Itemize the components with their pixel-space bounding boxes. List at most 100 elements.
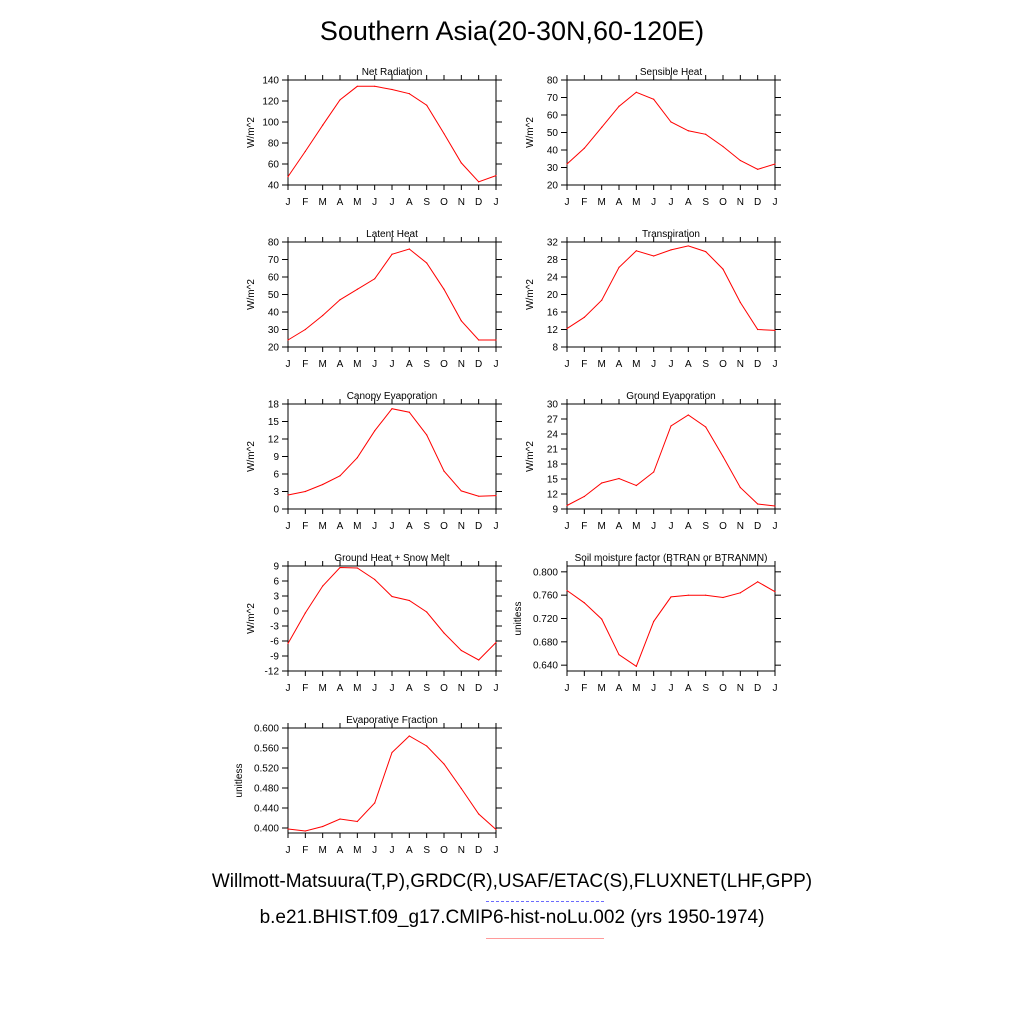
x-tick-label: D	[475, 521, 482, 532]
y-tick-label: 9	[552, 505, 558, 516]
x-tick-label: O	[719, 521, 727, 532]
data-point	[687, 130, 689, 132]
y-axis-label: W/m^2	[246, 117, 257, 148]
x-tick-label: J	[773, 683, 778, 694]
data-point	[287, 828, 289, 830]
x-tick-label: J	[669, 683, 674, 694]
x-tick-label: J	[669, 359, 674, 370]
series-line	[287, 85, 497, 183]
data-point	[443, 470, 445, 472]
plot-frame	[287, 79, 497, 186]
data-point	[391, 88, 393, 91]
data-point	[757, 503, 759, 505]
series-line	[566, 245, 776, 331]
x-tick-label: J	[372, 845, 377, 856]
data-point	[304, 490, 306, 493]
y-tick-label: 18	[547, 460, 559, 471]
y-tick-label: 80	[268, 238, 280, 249]
x-tick-label: D	[754, 521, 761, 532]
x-tick-label: M	[597, 197, 605, 208]
data-point	[583, 495, 585, 498]
x-tick-label: M	[632, 197, 640, 208]
data-point	[774, 591, 776, 593]
y-tick-label: 0.440	[254, 804, 279, 815]
y-tick-label: 0.520	[254, 764, 279, 775]
x-tick-label: J	[565, 197, 570, 208]
data-point	[322, 483, 324, 486]
y-tick-label: 12	[547, 325, 559, 336]
y-tick-label: 24	[547, 430, 559, 441]
plot-frame	[287, 727, 497, 834]
data-point	[356, 288, 358, 290]
x-tick-label: F	[581, 359, 587, 370]
series-line	[566, 91, 776, 170]
y-tick-label: 15	[268, 417, 280, 428]
data-point	[601, 618, 603, 620]
y-tick-label: 24	[547, 273, 559, 284]
plot-frame	[287, 241, 497, 348]
x-tick-label: J	[651, 197, 656, 208]
y-tick-label: 0.640	[533, 661, 558, 672]
y-tick-label: 80	[268, 139, 280, 150]
data-point	[670, 121, 672, 123]
data-point	[670, 249, 672, 251]
y-tick-label: 40	[268, 181, 280, 192]
x-tick-label: D	[754, 683, 761, 694]
data-point	[443, 763, 445, 765]
x-tick-label: D	[475, 197, 482, 208]
data-point	[339, 299, 341, 301]
data-point	[304, 612, 306, 614]
data-point	[287, 176, 289, 178]
y-tick-label: 3	[273, 592, 279, 603]
x-tick-label: J	[669, 197, 674, 208]
y-tick-label: 70	[547, 93, 559, 104]
x-tick-label: M	[318, 197, 326, 208]
data-point	[304, 328, 306, 331]
x-tick-label: D	[475, 359, 482, 370]
legend-model-swatch	[486, 938, 604, 939]
x-tick-label: A	[685, 521, 692, 532]
x-tick-label: A	[685, 197, 692, 208]
x-tick-label: J	[286, 521, 291, 532]
data-point	[618, 477, 620, 480]
y-axis-label: W/m^2	[525, 441, 536, 472]
data-point	[443, 632, 445, 634]
data-point	[601, 482, 603, 484]
x-tick-label: M	[353, 197, 361, 208]
y-tick-label: 60	[268, 160, 280, 171]
x-tick-label: J	[286, 683, 291, 694]
data-point	[408, 248, 410, 250]
data-point	[339, 475, 341, 477]
data-point	[653, 620, 655, 623]
plot-frame	[566, 403, 776, 510]
y-axis-label: W/m^2	[246, 603, 257, 634]
y-axis-label: unitless	[234, 764, 245, 798]
x-tick-label: F	[302, 359, 308, 370]
legend-observations-label: Willmott-Matsuura(T,P),GRDC(R),USAF/ETAC…	[211, 871, 813, 892]
data-point	[635, 250, 637, 252]
plot-frame	[287, 565, 497, 672]
y-tick-label: 40	[268, 308, 280, 319]
x-tick-label: M	[318, 683, 326, 694]
data-point	[705, 426, 707, 428]
x-tick-label: N	[737, 359, 744, 370]
y-tick-label: 30	[547, 400, 559, 411]
series-line	[287, 248, 496, 341]
data-point	[478, 181, 480, 183]
data-point	[635, 484, 637, 487]
x-tick-label: M	[318, 845, 326, 856]
data-point	[495, 339, 497, 341]
y-axis-label: W/m^2	[525, 279, 536, 310]
x-tick-label: N	[737, 521, 744, 532]
data-point	[391, 595, 393, 598]
x-tick-label: S	[423, 197, 430, 208]
x-tick-label: D	[475, 845, 482, 856]
x-tick-label: A	[337, 197, 344, 208]
y-tick-label: 18	[268, 400, 280, 411]
y-tick-label: 8	[552, 343, 558, 354]
x-tick-label: N	[458, 197, 465, 208]
x-tick-label: S	[702, 359, 709, 370]
data-point	[757, 168, 759, 170]
